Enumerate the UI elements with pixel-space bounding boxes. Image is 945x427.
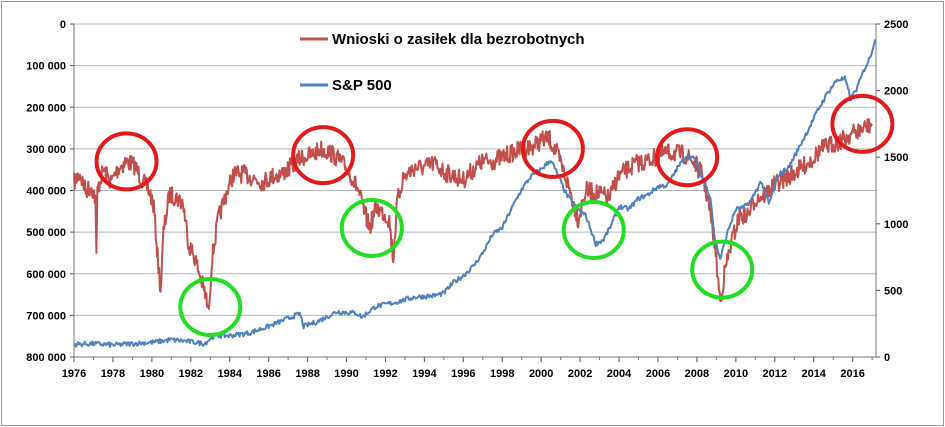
x-tick-label: 1976	[62, 368, 86, 380]
trough-circle	[561, 200, 626, 261]
y-left-tick-label: 400 000	[26, 186, 66, 198]
y-right-tick-label: 0	[884, 352, 890, 364]
x-tick-label: 1982	[179, 368, 203, 380]
y-right-tick-label: 1500	[884, 152, 908, 164]
x-tick-label: 2006	[646, 368, 670, 380]
trough-circle	[690, 239, 755, 300]
peak-circle	[520, 118, 585, 179]
trough-circle	[339, 197, 404, 258]
legend-label: S&P 500	[332, 77, 392, 94]
x-tick-label: 1978	[101, 368, 125, 380]
y-right-tick-label: 2000	[884, 86, 908, 98]
y-left-tick-label: 100 000	[26, 61, 66, 73]
y-left-tick-label: 0	[60, 19, 66, 31]
x-tick-label: 1996	[451, 368, 475, 380]
x-tick-label: 2012	[763, 368, 787, 380]
x-tick-label: 1988	[295, 368, 319, 380]
x-tick-label: 2016	[840, 368, 864, 380]
series-line-claims	[73, 118, 873, 310]
x-tick-label: 1994	[412, 368, 437, 380]
peak-circle	[655, 127, 720, 188]
y-left-tick-label: 200 000	[26, 102, 66, 114]
y-right-tick-label: 500	[884, 285, 902, 297]
x-tick-label: 2000	[529, 368, 553, 380]
annotation-circles	[94, 93, 895, 338]
y-left-tick-label: 600 000	[26, 269, 66, 281]
x-tick-label: 2004	[607, 368, 632, 380]
legend: Wnioski o zasiłek dla bezrobotnych S&P 50…	[300, 31, 585, 94]
trough-circle	[178, 277, 243, 338]
series-lines	[73, 39, 877, 348]
x-tick-label: 1992	[373, 368, 397, 380]
peak-circle	[830, 93, 895, 154]
x-tick-label: 1984	[217, 368, 242, 380]
peak-circle	[291, 125, 356, 186]
x-tick-label: 2010	[724, 368, 748, 380]
y-right-tick-label: 2500	[884, 19, 908, 31]
x-tick-label: 1998	[490, 368, 514, 380]
y-right-tick-label: 1000	[884, 219, 908, 231]
series-line-sp500	[73, 39, 877, 348]
y-left-tick-label: 500 000	[26, 227, 66, 239]
peak-circle	[94, 131, 159, 192]
x-tick-label: 2002	[568, 368, 592, 380]
x-tick-label: 1990	[334, 368, 358, 380]
x-tick-label: 2014	[801, 368, 826, 380]
axes	[70, 23, 880, 362]
x-tick-label: 2008	[685, 368, 709, 380]
tick-labels: 0 100 000 200 000 300 000 400 000 500 000 600 …	[26, 19, 908, 380]
y-left-tick-label: 700 000	[26, 310, 66, 322]
y-left-tick-label: 300 000	[26, 144, 66, 156]
y-left-tick-label: 800 000	[26, 352, 66, 364]
legend-label: Wnioski o zasiłek dla bezrobotnych	[332, 31, 585, 48]
x-tick-label: 1980	[140, 368, 164, 380]
x-tick-label: 1986	[256, 368, 280, 380]
